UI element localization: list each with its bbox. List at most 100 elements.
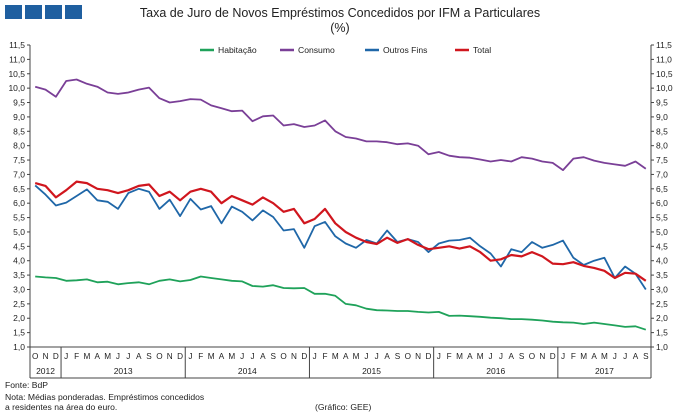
chart-subtitle: (%) [330,21,350,35]
x-tick-label: A [260,352,266,361]
legend-label: Outros Fins [383,45,427,55]
y-tick-label-right: 3,5 [656,270,668,280]
x-tick-label: J [240,352,244,361]
year-label: 2016 [486,366,505,376]
y-tick-label-left: 1,0 [13,342,25,352]
x-tick-label: M [580,352,587,361]
y-tick-label-right: 2,5 [656,299,668,309]
x-tick-label: A [591,352,597,361]
footer-note-line1: Nota: Médias ponderadas. Empréstimos con… [5,392,205,402]
x-tick-label: J [313,352,317,361]
x-tick-label: O [529,352,535,361]
x-tick-label: J [623,352,627,361]
x-tick-label: J [126,352,130,361]
y-tick-label-right: 9,5 [656,98,668,108]
x-tick-label: F [447,352,452,361]
logo-square [25,5,42,19]
y-tick-label-left: 3,0 [13,284,25,294]
x-tick-label: O [280,352,286,361]
y-tick-label-right: 10,0 [656,83,673,93]
y-tick-label-right: 1,5 [656,328,668,338]
y-tick-label-right: 8,0 [656,141,668,151]
x-tick-label: F [74,352,79,361]
x-tick-label: S [519,352,525,361]
x-tick-label: M [477,352,484,361]
x-tick-label: N [167,352,173,361]
x-tick-label: M [104,352,111,361]
y-tick-label-left: 7,0 [13,169,25,179]
x-tick-label: D [53,352,59,361]
x-tick-label: A [136,352,142,361]
legend-label: Total [473,45,491,55]
footer-note-line2: a residentes na área do euro. [5,402,118,412]
y-tick-label-left: 8,0 [13,141,25,151]
chart-title-block: Taxa de Juro de Novos Empréstimos Conced… [0,6,680,36]
y-tick-label-left: 2,5 [13,299,25,309]
y-tick-label-left: 4,0 [13,256,25,266]
x-tick-label: M [353,352,360,361]
y-tick-label-right: 9,0 [656,112,668,122]
x-tick-label: J [437,352,441,361]
x-tick-label: N [539,352,545,361]
x-tick-label: D [426,352,432,361]
x-tick-label: S [146,352,152,361]
x-tick-label: D [177,352,183,361]
y-tick-label-left: 5,5 [13,213,25,223]
x-tick-label: O [156,352,162,361]
x-tick-label: N [415,352,421,361]
x-tick-label: M [228,352,235,361]
x-tick-label: J [116,352,120,361]
x-tick-label: M [601,352,608,361]
year-label: 2014 [238,366,257,376]
y-tick-label-right: 6,0 [656,198,668,208]
logo-square [65,5,82,19]
x-tick-label: A [384,352,390,361]
x-tick-label: A [95,352,101,361]
y-tick-label-right: 1,0 [656,342,668,352]
x-tick-label: J [364,352,368,361]
x-tick-label: J [188,352,192,361]
x-tick-label: O [32,352,38,361]
logo-square [45,5,62,19]
y-tick-label-right: 5,0 [656,227,668,237]
logo-square [5,5,22,19]
y-tick-label-left: 9,5 [13,98,25,108]
y-tick-label-left: 11,5 [9,40,25,50]
y-tick-label-right: 11,5 [656,40,672,50]
y-tick-label-left: 10,0 [8,83,25,93]
x-tick-label: J [375,352,379,361]
x-tick-label: S [643,352,649,361]
y-tick-label-left: 10,5 [8,69,25,79]
y-tick-label-right: 11,0 [656,54,672,64]
y-tick-label-right: 5,5 [656,213,668,223]
legend-label: Consumo [298,45,335,55]
x-tick-label: O [405,352,411,361]
y-tick-label-left: 11,0 [9,54,25,64]
x-tick-label: F [322,352,327,361]
x-tick-label: F [198,352,203,361]
y-tick-label-right: 2,0 [656,313,668,323]
y-tick-label-left: 3,5 [13,270,25,280]
x-tick-label: M [332,352,339,361]
x-tick-label: M [84,352,91,361]
y-tick-label-left: 4,5 [13,241,25,251]
series-line-outros-fins [34,184,647,290]
x-tick-label: D [550,352,556,361]
y-tick-label-right: 10,5 [656,69,673,79]
y-tick-label-left: 6,5 [13,184,25,194]
footer-credit: (Gráfico: GEE) [315,402,372,412]
series-line-total [34,180,647,282]
year-label: 2017 [595,366,614,376]
x-tick-label: A [509,352,515,361]
y-tick-label-right: 4,5 [656,241,668,251]
x-tick-label: F [571,352,576,361]
y-tick-label-left: 5,0 [13,227,25,237]
series-line-consumo [34,78,647,172]
x-tick-label: M [208,352,215,361]
series-line-habita-o [35,275,647,331]
x-tick-label: N [43,352,49,361]
y-tick-label-left: 6,0 [13,198,25,208]
y-tick-label-right: 7,0 [656,169,668,179]
x-tick-label: J [613,352,617,361]
